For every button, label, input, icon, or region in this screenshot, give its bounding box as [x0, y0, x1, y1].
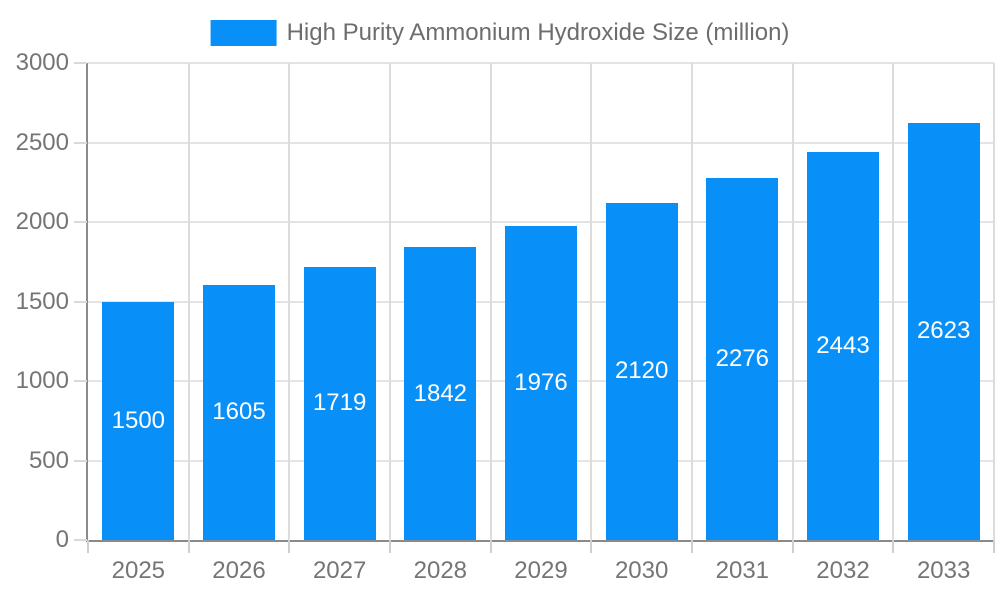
legend-item[interactable]: High Purity Ammonium Hydroxide Size (mil… — [210, 19, 790, 47]
x-tick — [691, 540, 693, 553]
x-tick — [892, 540, 895, 553]
x-axis-line — [86, 540, 994, 542]
bar-value-label: 2120 — [614, 357, 669, 385]
bar-2028[interactable]: 1842 — [404, 247, 477, 540]
v-gridline — [791, 63, 794, 540]
y-tick-label: 3000 — [15, 49, 69, 76]
bar-2027[interactable]: 1719 — [303, 266, 376, 540]
plot-area: 1500 1605 1719 1842 1976 2120 2276 2443 2623 — [88, 62, 995, 540]
h-gridline — [88, 221, 994, 223]
h-gridline — [88, 141, 994, 144]
x-tick-label: 2028 — [413, 557, 468, 584]
x-tick-label: 2032 — [816, 557, 870, 584]
x-tick — [288, 540, 291, 553]
y-tick — [74, 221, 87, 223]
y-tick-label: 1500 — [15, 287, 69, 315]
x-tick — [389, 540, 391, 553]
y-tick — [74, 459, 87, 462]
x-tick — [489, 540, 492, 553]
x-tick-label: 2027 — [312, 557, 367, 584]
bar-value-label: 1500 — [111, 406, 166, 434]
h-gridline — [88, 62, 994, 64]
x-tick-label: 2033 — [916, 557, 971, 584]
bar-value-label: 2276 — [715, 345, 770, 373]
x-tick — [791, 540, 794, 553]
y-tick — [74, 380, 87, 382]
v-gridline — [993, 63, 995, 540]
y-tick — [74, 300, 87, 303]
v-gridline — [892, 63, 895, 540]
bar-value-label: 1719 — [312, 389, 367, 417]
bar-2030[interactable]: 2120 — [605, 202, 678, 540]
bar-value-label: 1842 — [413, 379, 468, 407]
v-gridline — [288, 63, 291, 540]
v-gridline — [691, 63, 693, 540]
y-tick-label: 1000 — [15, 367, 69, 394]
legend-swatch — [210, 20, 277, 46]
y-axis-line — [86, 63, 88, 542]
v-gridline — [590, 63, 593, 540]
legend-label: High Purity Ammonium Hydroxide Size (mil… — [286, 19, 790, 46]
bar-value-label: 1976 — [514, 368, 568, 396]
y-tick-label: 0 — [55, 526, 69, 553]
bar-value-label: 1605 — [212, 398, 266, 426]
y-tick — [74, 539, 87, 541]
bar-2029[interactable]: 1976 — [505, 225, 577, 540]
x-tick-label: 2026 — [212, 557, 266, 584]
y-tick-label: 500 — [28, 446, 69, 474]
x-tick-label: 2030 — [614, 557, 669, 584]
v-gridline — [389, 63, 391, 540]
bar-value-label: 2623 — [916, 317, 971, 345]
x-tick-label: 2029 — [514, 557, 568, 584]
x-tick-label: 2025 — [111, 557, 166, 584]
bar-2031[interactable]: 2276 — [706, 178, 779, 540]
bar-value-label: 2443 — [816, 331, 870, 359]
bar-2033[interactable]: 2623 — [907, 122, 980, 540]
bar-2025[interactable]: 1500 — [102, 301, 175, 540]
bar-2026[interactable]: 1605 — [203, 284, 275, 540]
y-tick — [74, 141, 87, 144]
v-gridline — [187, 63, 190, 540]
x-tick-label: 2031 — [715, 557, 770, 584]
x-tick — [187, 540, 190, 553]
x-tick — [590, 540, 593, 553]
y-tick-label: 2500 — [15, 128, 69, 156]
y-tick-label: 2000 — [15, 208, 69, 235]
y-tick — [74, 62, 87, 64]
v-gridline — [489, 63, 492, 540]
bar-2032[interactable]: 2443 — [807, 151, 879, 540]
x-tick — [993, 540, 995, 553]
x-tick — [87, 540, 89, 553]
